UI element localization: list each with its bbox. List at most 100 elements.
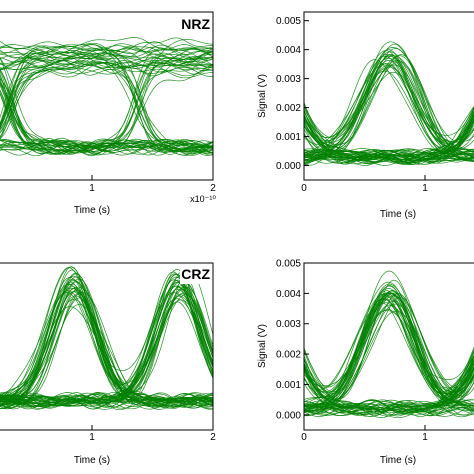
y-tick-label: 0.003 — [276, 319, 301, 330]
traces-crz — [0, 266, 213, 411]
x-tick-label: 1 — [89, 432, 95, 443]
x-tick-label: 1 — [422, 432, 428, 443]
signal-trace — [0, 286, 213, 407]
signal-trace — [0, 57, 213, 75]
panel-tag: NRZ — [181, 16, 210, 32]
signal-trace — [0, 52, 213, 156]
signal-trace — [0, 52, 213, 155]
signal-trace — [0, 59, 213, 151]
plot-frame — [303, 262, 474, 431]
signal-trace — [304, 120, 474, 165]
tag-background — [180, 264, 212, 284]
signal-trace — [0, 58, 213, 75]
signal-trace — [0, 52, 213, 66]
signal-trace — [0, 395, 213, 408]
signal-trace — [0, 290, 213, 400]
signal-trace — [0, 303, 213, 409]
x-tick-label: 2 — [210, 432, 216, 443]
signal-trace — [0, 280, 213, 407]
panel-tag: CRZ — [181, 266, 210, 282]
x-tick-label: 2 — [210, 183, 216, 194]
signal-trace — [0, 288, 213, 404]
x-tick-label: 0 — [301, 432, 307, 443]
signal-trace — [0, 275, 213, 404]
signal-trace — [0, 81, 213, 156]
signal-trace — [304, 290, 474, 401]
x-axis-label: Time (s) — [380, 455, 416, 466]
traces-bottom-right — [304, 270, 474, 419]
signal-trace — [304, 288, 474, 394]
signal-trace — [0, 78, 213, 155]
y-tick-label: 0.004 — [276, 45, 301, 56]
signal-trace — [304, 61, 474, 166]
y-axis-label: Signal (V) — [257, 324, 268, 368]
signal-trace — [304, 304, 474, 403]
signal-trace — [304, 354, 474, 419]
signal-trace — [304, 111, 474, 164]
signal-trace — [0, 291, 213, 406]
panel-bottom-right: 0.000 0.001 0.002 0.003 0.004 0.005 0 1 Time … — [257, 259, 474, 466]
signal-trace — [0, 64, 213, 138]
y-tick-label: 0.000 — [276, 161, 301, 172]
signal-trace — [304, 399, 474, 416]
y-axis-label: Signal (V) — [257, 74, 268, 118]
x-multiplier: x10⁻¹⁰ — [190, 194, 216, 204]
x-tick-label: 1 — [422, 183, 428, 194]
signal-trace — [0, 37, 213, 51]
traces-nrz — [0, 37, 213, 157]
signal-trace — [0, 281, 213, 406]
signal-trace — [304, 270, 474, 393]
signal-trace — [304, 43, 474, 149]
signal-trace — [0, 287, 213, 407]
signal-trace — [0, 45, 213, 129]
tag-background — [180, 14, 212, 34]
y-tick-label: 0.005 — [276, 16, 301, 27]
signal-trace — [0, 281, 213, 408]
x-tick-label: 0 — [301, 183, 307, 194]
y-axis: 0.000 0.001 0.002 0.003 0.004 0.005 — [276, 259, 309, 421]
signal-trace — [0, 139, 213, 155]
y-tick-label: 0.001 — [276, 132, 301, 143]
signal-trace — [0, 288, 213, 407]
signal-trace — [304, 302, 474, 408]
signal-trace — [0, 62, 213, 134]
signal-trace — [0, 56, 213, 154]
y-tick-label: 0.001 — [276, 380, 301, 391]
signal-trace — [304, 357, 474, 414]
signal-trace — [0, 37, 213, 53]
signal-trace — [0, 286, 213, 406]
y-tick-label: 0.000 — [276, 410, 301, 421]
signal-trace — [0, 47, 213, 151]
signal-trace — [0, 140, 213, 157]
signal-trace — [0, 60, 213, 148]
y-axis: 0.000 0.001 0.002 0.003 0.004 0.005 — [276, 16, 309, 172]
signal-trace — [304, 119, 474, 164]
signal-trace — [304, 310, 474, 412]
signal-trace — [0, 281, 213, 408]
plot-frame — [0, 11, 214, 181]
signal-trace — [304, 64, 474, 144]
x-axis-label: Time (s) — [74, 205, 110, 216]
signal-trace — [0, 69, 213, 155]
panel-bottom-left: 1 2 Time (s) CRZ — [0, 262, 216, 466]
y-tick-label: 0.005 — [276, 259, 301, 270]
signal-trace — [304, 296, 474, 398]
signal-trace — [304, 64, 474, 143]
plot-frame — [303, 11, 474, 181]
signal-trace — [0, 47, 213, 119]
panel-top-left: 1 2 x10⁻¹⁰ Time (s) NRZ — [0, 11, 216, 216]
signal-trace — [0, 41, 213, 59]
signal-trace — [304, 403, 474, 417]
signal-trace — [0, 43, 213, 58]
signal-trace — [304, 115, 474, 164]
signal-trace — [304, 298, 474, 389]
signal-trace — [304, 290, 474, 410]
signal-trace — [0, 271, 213, 405]
signal-trace — [0, 287, 213, 407]
signal-trace — [0, 292, 213, 403]
signal-trace — [304, 47, 474, 157]
signal-trace — [0, 288, 213, 408]
y-tick-label: 0.003 — [276, 74, 301, 85]
x-tick-label: 1 — [89, 183, 95, 194]
